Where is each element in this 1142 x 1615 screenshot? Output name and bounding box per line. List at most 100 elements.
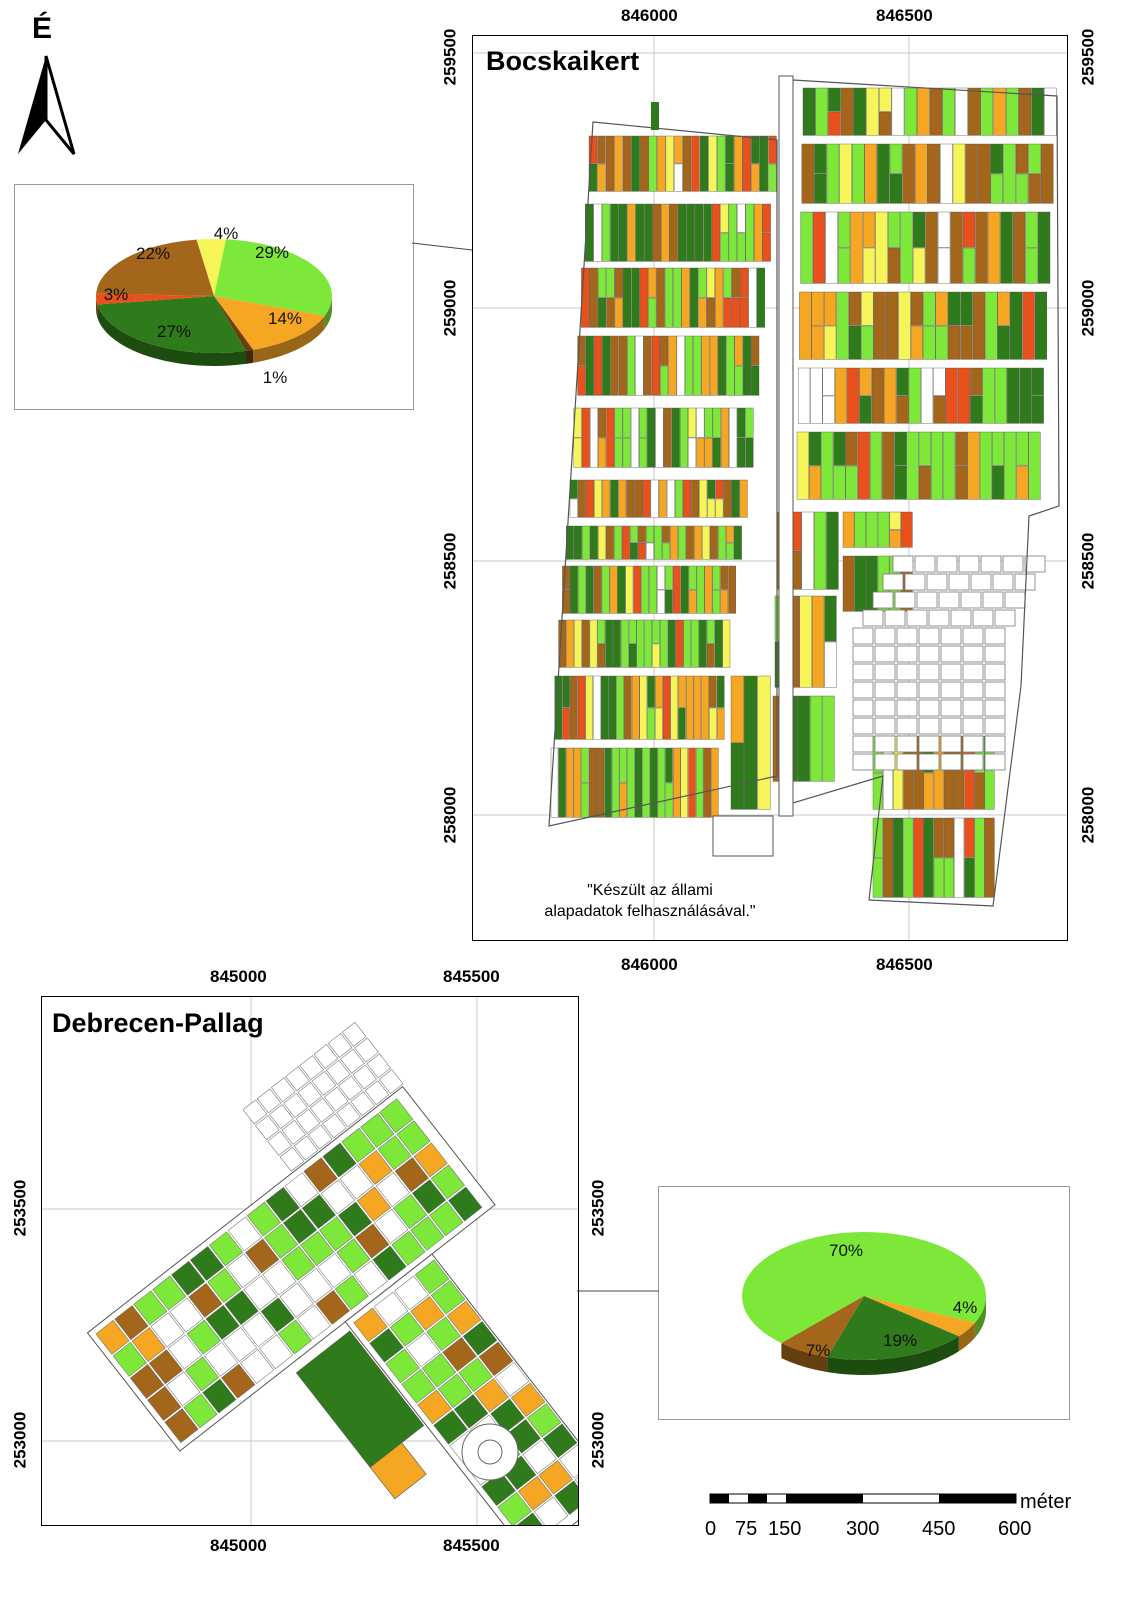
parcel xyxy=(658,479,667,518)
parcel xyxy=(185,1356,220,1392)
parcel xyxy=(676,335,685,396)
parcel xyxy=(891,87,905,136)
parcel xyxy=(372,1245,407,1281)
parcel xyxy=(558,1444,578,1479)
bocskaikert-pie-slice xyxy=(96,239,214,296)
parcel xyxy=(948,291,961,326)
parcel xyxy=(822,695,835,782)
pallag-map xyxy=(42,997,578,1525)
residential-parcel xyxy=(896,681,918,699)
parcel xyxy=(622,135,632,192)
parcel xyxy=(369,1328,404,1363)
parcel xyxy=(975,211,988,284)
parcel xyxy=(944,817,955,858)
bocskaikert-y-tick-right: 258500 xyxy=(1078,532,1098,590)
parcel xyxy=(226,1253,261,1289)
parcel xyxy=(745,203,754,262)
parcel xyxy=(660,365,669,396)
parcel xyxy=(379,1098,414,1134)
parcel xyxy=(355,1223,390,1259)
parcel xyxy=(810,367,823,424)
parcel xyxy=(883,817,894,898)
parcel xyxy=(799,595,812,688)
parcel xyxy=(298,1267,333,1303)
parcel xyxy=(706,297,715,328)
parcel xyxy=(712,815,774,857)
parcel xyxy=(593,203,602,262)
parcel xyxy=(728,203,737,262)
parcel xyxy=(301,1194,336,1230)
parcel xyxy=(927,143,940,204)
bocskaikert-pie-slice-label: 14% xyxy=(268,309,302,328)
north-label: É xyxy=(32,12,53,45)
parcel xyxy=(889,143,903,174)
parcel xyxy=(622,407,631,438)
parcel xyxy=(822,367,835,396)
parcel xyxy=(982,367,995,424)
parcel xyxy=(421,1353,457,1388)
bocskaikert-x-tick-top: 846000 xyxy=(621,6,678,25)
parcel xyxy=(570,675,578,740)
parcel xyxy=(693,525,702,560)
parcel xyxy=(824,595,837,642)
parcel xyxy=(826,143,840,204)
parcel xyxy=(712,437,721,468)
parcel xyxy=(862,247,876,284)
parcel xyxy=(241,1312,276,1348)
parcel xyxy=(320,1179,355,1215)
parcel xyxy=(814,173,827,204)
parcel xyxy=(667,619,676,668)
parcel xyxy=(734,135,743,192)
parcel xyxy=(448,1186,483,1222)
bocskaikert-pie-slice-side xyxy=(97,304,246,366)
parcel xyxy=(430,1280,466,1315)
residential-parcel xyxy=(982,591,1004,609)
residential-parcel xyxy=(324,1086,349,1112)
parcel xyxy=(209,1231,244,1267)
parcel xyxy=(619,782,627,818)
parcel xyxy=(597,297,607,328)
parcel xyxy=(649,565,657,614)
bocskaikert-pie-slice xyxy=(196,238,226,296)
parcel xyxy=(877,143,890,204)
parcel xyxy=(360,1113,395,1148)
parcel xyxy=(277,1319,313,1355)
residential-parcel xyxy=(336,1102,361,1128)
pallag-title: Debrecen-Pallag xyxy=(52,1008,264,1038)
parcel xyxy=(581,782,589,818)
parcel xyxy=(689,267,699,328)
parcel xyxy=(993,87,1006,136)
parcel xyxy=(655,707,663,740)
parcel xyxy=(679,407,688,468)
parcel xyxy=(709,525,718,560)
parcel xyxy=(921,367,934,424)
scale-label: 150 xyxy=(768,1518,802,1540)
parcel xyxy=(943,431,956,500)
parcel xyxy=(665,135,674,192)
residential-parcel xyxy=(297,1081,323,1107)
parcel-block xyxy=(581,267,766,328)
residential-parcel xyxy=(896,699,918,717)
residential-parcel xyxy=(882,573,904,591)
residential-parcel xyxy=(862,609,884,627)
residential-parcel xyxy=(940,699,962,717)
residential-parcel xyxy=(322,1113,347,1139)
bocskaikert-x-tick-bottom: 846000 xyxy=(621,955,678,974)
pallag-pie-chart: 70% 4% 19% 7% xyxy=(742,1232,987,1375)
parcel xyxy=(645,542,654,560)
parcel xyxy=(660,335,669,366)
residential-parcel xyxy=(940,717,962,735)
pallag-x-tick-bottom: 845500 xyxy=(443,1536,500,1555)
residential-parcel xyxy=(926,573,948,591)
residential-parcel xyxy=(928,609,950,627)
parcel xyxy=(446,1300,482,1336)
parcel xyxy=(681,267,690,328)
parcel xyxy=(657,565,665,590)
pallag-pie-slice xyxy=(742,1232,987,1344)
parcel xyxy=(581,267,590,328)
parcel xyxy=(573,437,582,468)
bocskaikert-pie-slice xyxy=(97,296,246,354)
parcel xyxy=(671,407,680,468)
residential-parcel xyxy=(874,699,896,717)
parcel xyxy=(581,525,590,560)
